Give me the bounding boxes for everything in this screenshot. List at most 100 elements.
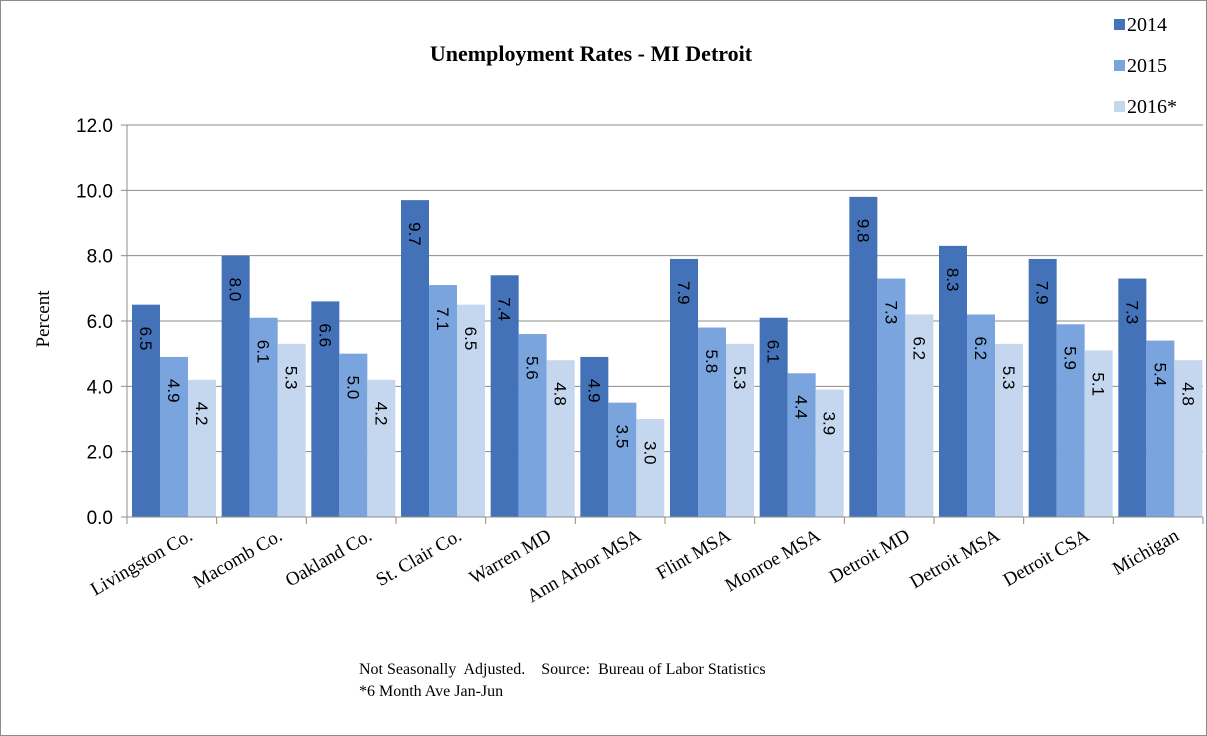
bar (277, 343, 306, 517)
bar (877, 278, 906, 517)
legend-swatch (1114, 60, 1125, 71)
bar (698, 327, 726, 517)
legend-label: 2015 (1127, 55, 1167, 77)
data-label: 7.9 (1033, 281, 1052, 305)
data-label: 7.4 (495, 297, 514, 321)
data-label: 3.0 (640, 441, 659, 465)
bar (995, 343, 1023, 517)
data-label: 6.1 (764, 340, 783, 364)
source-note: Not Seasonally Adjusted. Source: Bureau … (359, 661, 766, 678)
bar (188, 379, 216, 517)
bar (1028, 258, 1057, 517)
y-tick-label: 2.0 (87, 443, 113, 464)
bar (967, 314, 995, 517)
legend-swatch (1114, 101, 1125, 112)
data-label: 9.8 (853, 219, 872, 243)
x-tick-label: Detroit MSA (906, 525, 1003, 593)
x-tick-label: St. Clair Co. (373, 525, 466, 591)
bar (1146, 340, 1175, 517)
bar (608, 402, 637, 517)
legend-swatch (1114, 19, 1125, 30)
legend-label: 2014 (1127, 14, 1167, 36)
x-tick-label: Flint MSA (653, 525, 735, 584)
bar (339, 353, 368, 517)
gridlines (127, 124, 1203, 453)
data-labels: 6.5 4.9 4.2 8.0 6.1 5.3 6.6 5.0 4.2 9.7 7.1 6.5 7.4 5… (136, 219, 1197, 465)
y-tick-label: 0.0 (87, 508, 113, 529)
x-tick-label: Oakland Co. (282, 525, 376, 591)
data-label: 4.4 (792, 395, 811, 419)
y-axis-label: Percent (33, 290, 54, 348)
bar (311, 301, 340, 517)
data-label: 4.9 (164, 379, 183, 403)
bar (1174, 360, 1203, 517)
data-label: 4.8 (1178, 382, 1197, 406)
bar (849, 196, 878, 517)
data-label: 5.9 (1061, 346, 1080, 370)
bar (401, 200, 429, 517)
bar (221, 255, 250, 517)
bar (249, 317, 278, 517)
bar (160, 356, 188, 517)
y-axis: 0.0 2.0 4.0 6.0 8.0 10.0 12.0 (76, 116, 128, 529)
data-label: 6.5 (461, 327, 480, 351)
bar (1118, 278, 1147, 517)
legend: 2014 2015 2016* (1114, 14, 1177, 118)
bar (457, 304, 485, 517)
data-label: 5.3 (999, 366, 1018, 390)
data-label: 3.9 (820, 412, 839, 436)
bar (787, 373, 816, 517)
x-tick-label: Monroe MSA (722, 525, 825, 596)
data-label: 7.3 (881, 301, 900, 325)
y-tick-label: 12.0 (76, 116, 113, 137)
data-label: 4.8 (551, 382, 570, 406)
bar (939, 245, 967, 517)
data-label: 6.5 (136, 327, 155, 351)
y-tick-label: 8.0 (87, 247, 113, 268)
x-tick-label: Detroit MD (826, 525, 914, 588)
bar (580, 356, 609, 517)
bar (429, 285, 457, 517)
x-tick-label: Michigan (1109, 525, 1183, 580)
data-label: 8.3 (943, 268, 962, 292)
bar (367, 379, 396, 517)
data-label: 8.0 (226, 278, 245, 302)
bar (636, 419, 665, 517)
bar (905, 314, 934, 517)
footnote: *6 Month Ave Jan-Jun (359, 683, 503, 700)
x-tick-label: Livingston Co. (87, 525, 196, 600)
data-label: 4.2 (192, 402, 211, 426)
data-label: 6.2 (971, 336, 990, 360)
data-label: 5.3 (730, 366, 749, 390)
bar (490, 275, 519, 517)
bar (518, 334, 547, 517)
data-label: 7.3 (1122, 301, 1141, 325)
bar (1056, 324, 1085, 517)
bars (132, 196, 1203, 517)
data-label: 7.9 (674, 281, 693, 305)
data-label: 5.8 (702, 350, 721, 374)
bar (132, 304, 160, 517)
bar (1084, 350, 1113, 517)
legend-label: 2016* (1127, 96, 1177, 118)
data-label: 6.2 (909, 336, 928, 360)
bar (670, 258, 698, 517)
data-label: 6.1 (254, 340, 273, 364)
x-tick-label: Macomb Co. (190, 525, 286, 593)
y-tick-label: 4.0 (87, 377, 113, 398)
data-label: 9.7 (405, 222, 424, 246)
data-label: 5.0 (343, 376, 362, 400)
bar (815, 389, 844, 517)
data-label: 5.6 (523, 356, 542, 380)
data-label: 7.1 (433, 307, 452, 331)
x-tick-label: Detroit CSA (1000, 525, 1093, 591)
bar (546, 360, 575, 517)
data-label: 5.1 (1089, 372, 1108, 396)
data-label: 5.4 (1150, 363, 1169, 387)
data-label: 5.3 (282, 366, 301, 390)
x-axis: Livingston Co.Macomb Co.Oakland Co.St. C… (87, 516, 1204, 607)
data-label: 6.6 (315, 323, 334, 347)
data-label: 3.5 (612, 425, 631, 449)
